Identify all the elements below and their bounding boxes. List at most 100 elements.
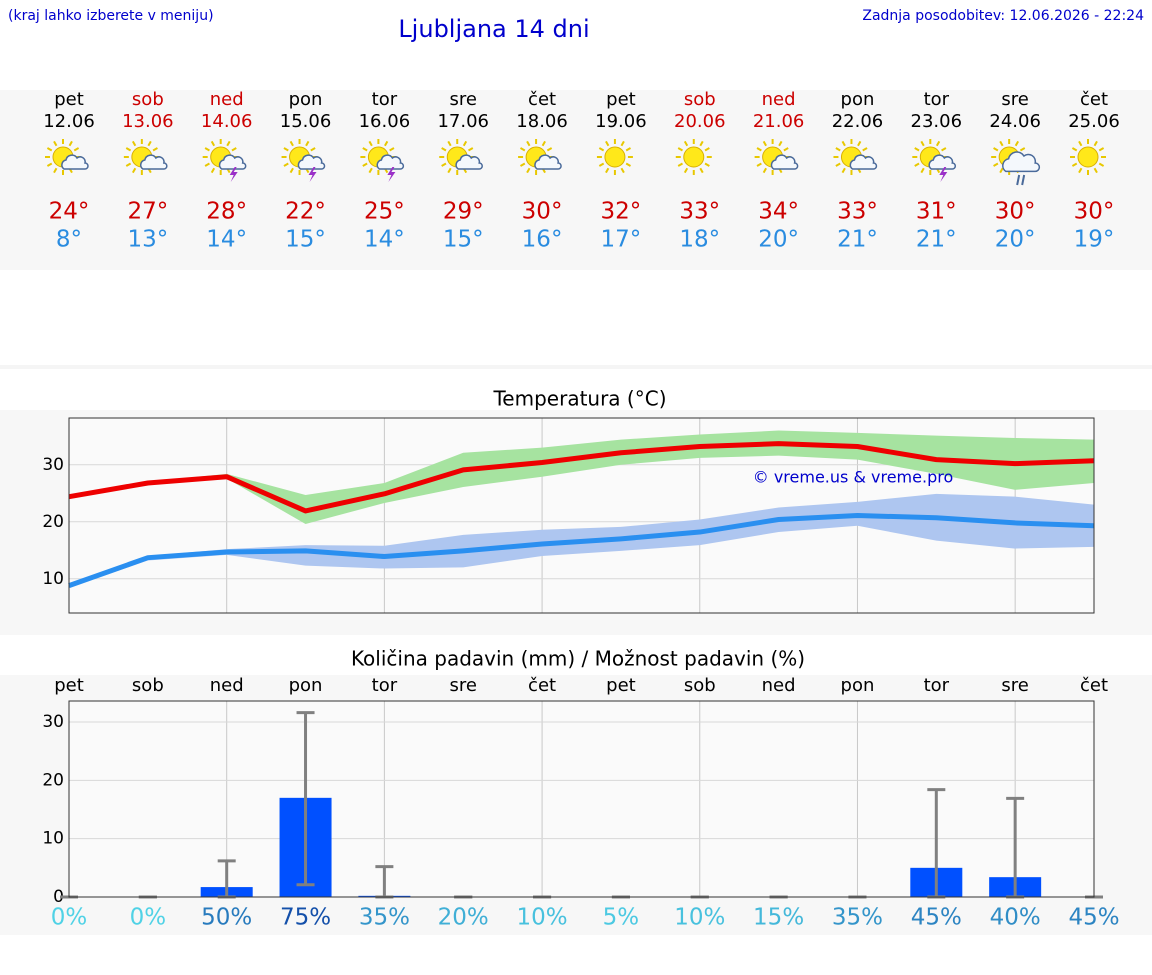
max-temp: 27° (127, 199, 168, 225)
sun-ray (231, 147, 237, 152)
cloud (1002, 151, 1041, 173)
menu-note[interactable]: (kraj lahko izberete v meniju) (8, 8, 214, 24)
sun-ray (53, 167, 58, 174)
sun-ray (204, 147, 210, 152)
sun-ray (441, 147, 447, 152)
sun-ray (762, 167, 767, 174)
day-date: 23.06 (911, 111, 963, 132)
cloud (928, 154, 956, 170)
day-name: čet (528, 89, 556, 110)
day-name: ned (762, 89, 796, 110)
sun-ray (1098, 147, 1105, 152)
sun-ray (598, 147, 605, 152)
min-temp: 14° (364, 227, 405, 253)
x-tick-label: pet (606, 675, 636, 696)
min-temp: 21° (837, 227, 878, 253)
sun-ray (526, 167, 531, 174)
rain-chance: 75% (280, 905, 331, 931)
sun-ray (1014, 140, 1020, 147)
y-tick-label: 30 (42, 455, 64, 475)
rain-chance: 0% (51, 905, 88, 931)
day-name: sob (684, 89, 716, 110)
sun-ray (1093, 140, 1098, 147)
weather-icon (596, 139, 633, 175)
sun-ray (467, 147, 474, 152)
day-name: ned (210, 89, 244, 110)
min-temp: 19° (1074, 227, 1115, 253)
weather-icon (833, 139, 878, 175)
sun-ray (447, 140, 452, 147)
sun-ray (620, 140, 625, 147)
rain-chance: 10% (674, 905, 725, 931)
lightning (387, 167, 396, 182)
lightning (939, 167, 948, 182)
day-date: 24.06 (989, 111, 1041, 132)
day-name: sre (1001, 89, 1028, 110)
x-tick-label: čet (528, 675, 556, 696)
sun-ray (283, 147, 289, 152)
sun-ray (835, 162, 841, 167)
x-tick-label: pon (289, 675, 323, 696)
sun-ray (46, 147, 53, 152)
x-tick-label: tor (924, 675, 950, 696)
cloud (376, 154, 405, 170)
sun-ray (704, 147, 710, 152)
separator (0, 365, 1152, 369)
max-temp: 31° (916, 199, 957, 225)
day-date: 18.06 (516, 111, 568, 132)
sun-ray (368, 140, 373, 147)
weather-icon (912, 139, 956, 182)
plot-border (68, 700, 1095, 898)
sun-ray (993, 162, 999, 167)
cloud (218, 154, 247, 170)
max-temp: 33° (679, 199, 720, 225)
max-temp: 22° (285, 199, 326, 225)
x-tick-label: sob (132, 675, 164, 696)
day-date: 22.06 (832, 111, 884, 132)
y-tick-label: 20 (42, 770, 64, 790)
sun-ray (526, 140, 531, 147)
sun-ray (756, 147, 762, 152)
sun (604, 146, 626, 168)
sun-ray (677, 147, 684, 152)
cloud (139, 154, 168, 170)
forecast-strip (0, 90, 1152, 270)
sun-ray (841, 167, 846, 174)
max-temp: 25° (364, 199, 405, 225)
weather-icon (991, 139, 1041, 186)
rain-chance: 40% (990, 905, 1041, 931)
sun-ray (1078, 167, 1083, 174)
sun-ray (147, 140, 152, 147)
day-name: tor (372, 89, 398, 110)
x-tick-label: sob (684, 675, 716, 696)
sun-ray (73, 147, 80, 152)
day-date: 20.06 (674, 111, 726, 132)
day-date: 13.06 (122, 111, 174, 132)
min-temp: 20° (758, 227, 799, 253)
rain-chance: 5% (603, 905, 640, 931)
max-temp: 34° (758, 199, 799, 225)
y-tick-label: 10 (42, 829, 64, 849)
weather-icon (202, 139, 247, 182)
min-temp: 13° (127, 227, 168, 253)
day-name: pon (289, 89, 323, 110)
sun-ray (920, 167, 925, 174)
day-name: sob (132, 89, 164, 110)
rain-chance: 35% (359, 905, 410, 931)
weather-icon (281, 139, 326, 182)
sun-ray (914, 162, 920, 167)
day-name: tor (924, 89, 950, 110)
max-temp: 30° (522, 199, 563, 225)
x-tick-label: ned (210, 675, 244, 696)
sun (683, 146, 705, 168)
cloud (455, 154, 483, 170)
max-temp: 29° (443, 199, 484, 225)
sun-ray (704, 162, 710, 167)
cloud (297, 154, 326, 170)
sun-ray (283, 162, 289, 167)
day-date: 19.06 (595, 111, 647, 132)
sun-ray (1098, 162, 1105, 167)
last-update: Zadnja posodobitev: 12.06.2026 - 22:24 (862, 8, 1144, 24)
y-tick-label: 30 (42, 712, 64, 732)
